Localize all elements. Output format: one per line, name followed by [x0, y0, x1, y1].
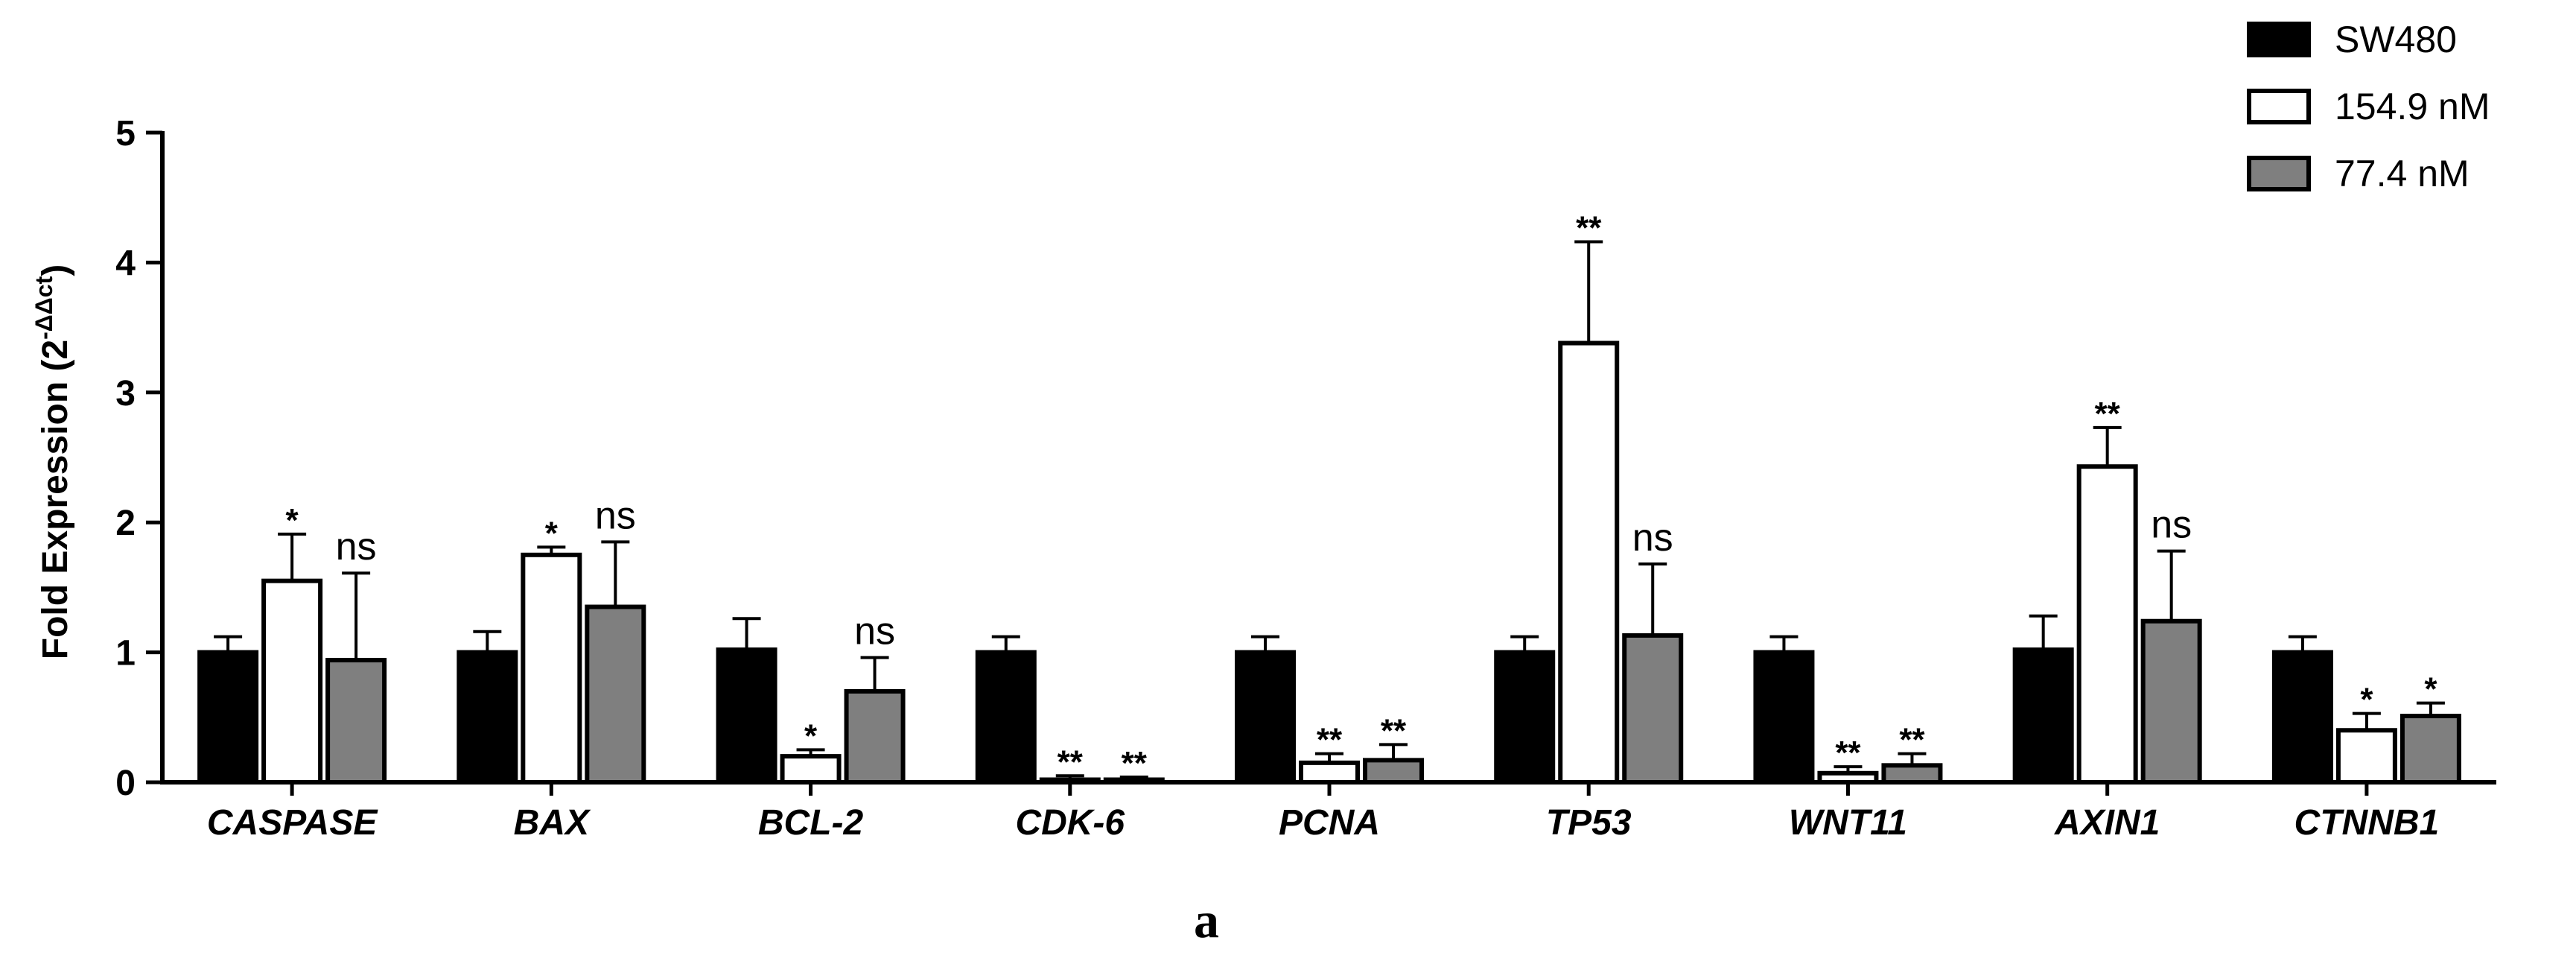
- bar: [2140, 618, 2202, 785]
- bar: [2076, 464, 2138, 785]
- y-tick-label: 5: [115, 114, 136, 153]
- x-tick-label: TP53: [1546, 803, 1632, 843]
- bar: [975, 650, 1037, 785]
- significance-label: **: [1122, 745, 1148, 782]
- legend-swatch: [2247, 22, 2311, 57]
- significance-label: **: [1576, 209, 1602, 246]
- legend-label: 154.9 nM: [2335, 86, 2490, 127]
- x-tick-label: BAX: [514, 803, 591, 843]
- x-tick-label: WNT11: [1789, 803, 1907, 843]
- significance-label: ns: [595, 494, 636, 537]
- bar: [2271, 650, 2333, 785]
- bar: [325, 658, 387, 785]
- x-tick-label: CTNNB1: [2294, 803, 2440, 843]
- significance-label: **: [2095, 396, 2121, 432]
- y-axis-label: Fold Expression (2-ΔΔct): [31, 264, 75, 660]
- y-tick-label: 4: [115, 244, 136, 283]
- bar: [1881, 763, 1943, 785]
- y-tick-label: 3: [115, 374, 136, 413]
- bar: [521, 552, 582, 785]
- bar: [780, 754, 842, 785]
- x-tick-label: CASPASE: [207, 803, 378, 843]
- significance-label: ns: [854, 610, 895, 653]
- legend-label: 77.4 nM: [2335, 153, 2470, 194]
- y-tick-label: 2: [115, 504, 136, 543]
- significance-label: **: [1835, 735, 1861, 771]
- significance-label: ns: [2151, 504, 2192, 547]
- significance-label: *: [2360, 682, 2373, 718]
- bar: [1363, 758, 1424, 785]
- bar: [2400, 714, 2461, 785]
- bar: [457, 650, 518, 785]
- significance-label: *: [545, 515, 559, 551]
- bar: [2335, 728, 2397, 785]
- significance-label: **: [1381, 712, 1407, 749]
- bar: [1753, 650, 1815, 785]
- significance-label: *: [286, 502, 299, 539]
- significance-label: *: [804, 717, 818, 754]
- x-tick-label: PCNA: [1279, 803, 1380, 843]
- significance-label: **: [1899, 722, 1925, 758]
- bar: [585, 604, 646, 785]
- bar: [716, 647, 777, 785]
- x-tick-label: BCL-2: [758, 803, 864, 843]
- bar: [2012, 647, 2074, 785]
- legend-swatch: [2247, 156, 2311, 191]
- y-tick-label: 1: [115, 634, 136, 674]
- significance-label: *: [2424, 671, 2437, 708]
- y-axis-label-close: ): [36, 264, 75, 276]
- bar: [197, 650, 259, 785]
- bar: [1622, 633, 1684, 785]
- bar: [844, 688, 906, 785]
- legend-swatch: [2247, 89, 2311, 124]
- significance-label: **: [1317, 722, 1343, 758]
- significance-label: ns: [336, 525, 377, 568]
- x-tick-label: AXIN1: [2054, 803, 2160, 843]
- significance-label: ns: [1632, 516, 1673, 560]
- bar: [1558, 340, 1620, 785]
- bar: [1235, 650, 1296, 785]
- x-tick-label: CDK-6: [1015, 803, 1125, 843]
- legend-label: SW480: [2335, 19, 2457, 60]
- y-axis-label-main: Fold Expression (2: [36, 340, 75, 659]
- bar: [261, 578, 323, 785]
- panel-label: a: [1194, 892, 1219, 948]
- y-tick-label: 0: [115, 764, 136, 803]
- y-axis-label-superscript: -ΔΔct: [31, 276, 57, 339]
- bar: [1494, 650, 1556, 785]
- bar: [1299, 760, 1360, 785]
- significance-label: **: [1058, 744, 1084, 780]
